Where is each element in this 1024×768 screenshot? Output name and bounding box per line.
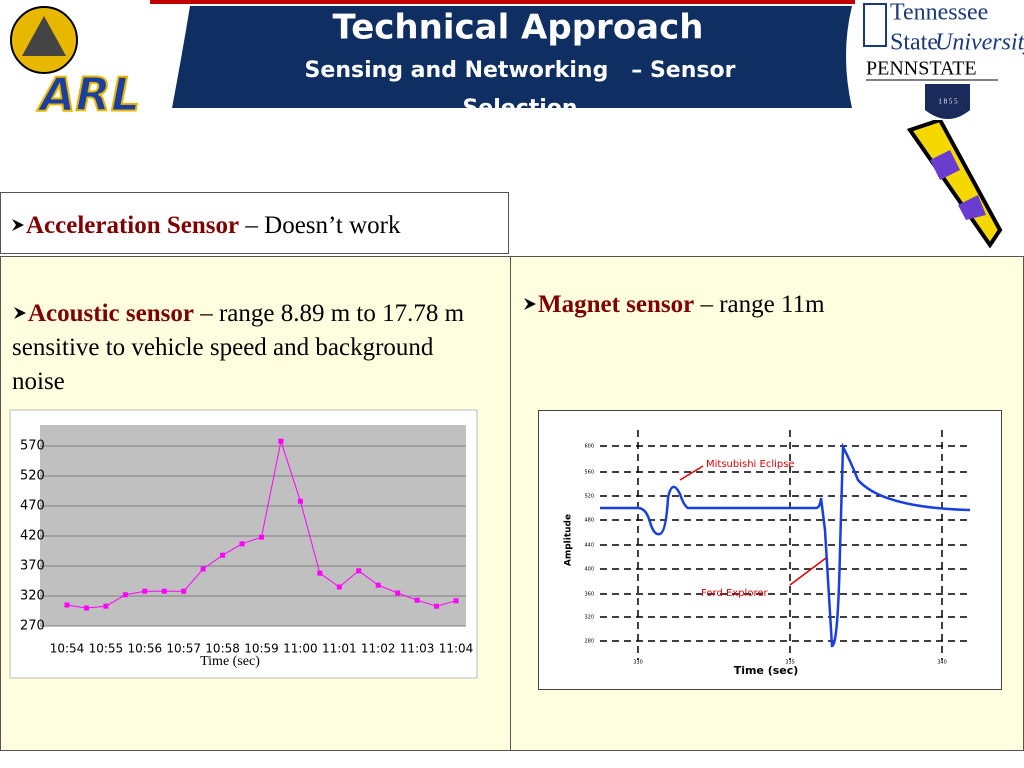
bullet	[12, 219, 24, 231]
title: Technical Approach	[333, 8, 704, 48]
annotation: Mitsubishi Eclipse	[706, 459, 795, 470]
panel-text: Magnet sensor – range 11m	[522, 288, 1012, 322]
pencil-body	[906, 120, 1003, 249]
x-axis-label: Time (sec)	[734, 664, 799, 677]
y-tick-label: 320	[584, 615, 594, 621]
bullet	[524, 298, 536, 310]
x-tick-label: 340	[937, 660, 947, 666]
figure-grid	[600, 430, 970, 660]
tsu-building	[863, 3, 887, 47]
logo-seal-mark	[22, 16, 66, 56]
psu-year: 1 8 5 5	[938, 98, 958, 106]
panel-text: Acoustic sensor – range 8.89 m to 17.78 …	[12, 297, 482, 399]
tsu-name: State	[890, 30, 938, 56]
y-tick-label: 400	[584, 567, 594, 573]
tick-group: 600 560 520 480 440 400 360 320 280 330 335 340	[584, 444, 946, 666]
bullet	[14, 307, 26, 319]
heading: Acoustic sensor	[28, 300, 194, 327]
y-tick-label: 440	[584, 543, 594, 549]
logo-arl: ARL	[37, 68, 140, 122]
pencil-stripe	[958, 195, 986, 220]
figure-frame	[538, 410, 1002, 690]
panel-text: Acceleration Sensor – Doesn’t work	[10, 209, 505, 243]
magnet-figure: Mitsubishi Eclipse Ford Explorer Time (s…	[538, 410, 1002, 690]
y-tick-label: 360	[584, 592, 594, 598]
text: – range 11m	[694, 291, 825, 318]
y-tick-label: 560	[584, 470, 594, 476]
text: – Doesn’t work	[239, 212, 401, 239]
tsu-name: University	[935, 30, 1024, 56]
pencil-stripe	[930, 150, 960, 180]
header: Technical Approach ARL Tennessee State U…	[10, 0, 1024, 123]
y-tick-label: 480	[584, 518, 594, 524]
x-tick-label: 335	[785, 660, 795, 666]
tsu-name: Tennessee	[890, 0, 988, 26]
psu-shield	[925, 84, 970, 119]
signal-curve	[600, 442, 971, 648]
banner	[172, 6, 852, 108]
subtitle: Sensing and Networking – Sensor Selectio…	[304, 58, 736, 108]
header-rule	[150, 0, 855, 4]
panel	[0, 192, 509, 254]
x-tick-label: 330	[633, 660, 643, 666]
text: – range 8.89 m to 17.78 m sensitive to v…	[12, 300, 465, 395]
annotation-arrow	[679, 465, 704, 481]
pencil	[906, 120, 1003, 249]
annotation-arrow	[789, 557, 827, 586]
psu-name: PENNSTATE	[866, 58, 977, 80]
y-tick-label: 600	[584, 444, 594, 450]
heading: Magnet sensor	[538, 291, 695, 318]
y-axis-label: Amplitude	[564, 514, 574, 566]
y-tick-label: 520	[584, 494, 594, 500]
annotation: Ford Explorer	[701, 588, 769, 599]
heading: Acceleration Sensor	[26, 212, 240, 239]
y-tick-label: 280	[584, 639, 594, 645]
